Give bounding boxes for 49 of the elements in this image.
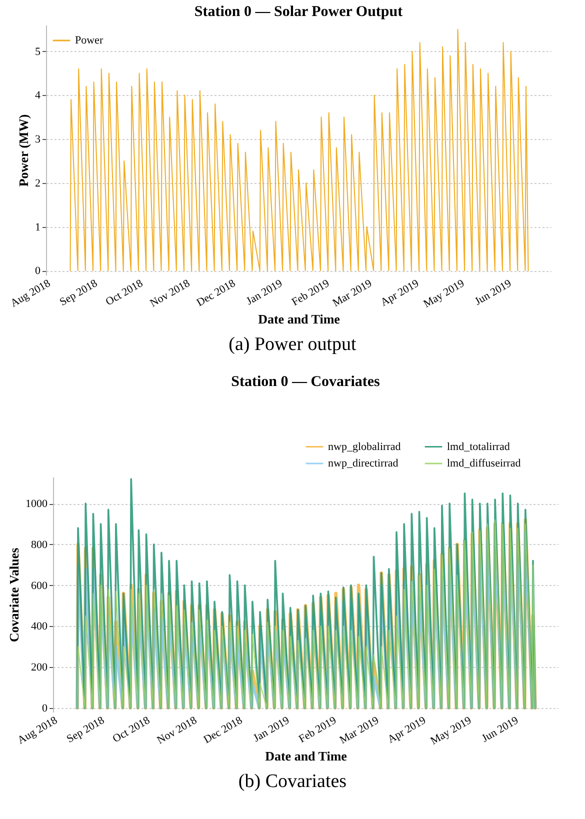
line-series [70, 28, 529, 272]
x-tick-label: Nov 2018 [155, 714, 200, 747]
x-tick-label: Feb 2019 [290, 277, 332, 309]
y-tick-label: 0 [35, 265, 41, 278]
y-tick-label: 1000 [26, 498, 48, 510]
x-tick-label: Jan 2019 [244, 277, 285, 308]
x-axis-title: Date and Time [265, 748, 348, 764]
y-tick-label: 5 [35, 46, 41, 58]
x-tick-label: Dec 2018 [194, 277, 238, 310]
x-tick-label: Dec 2018 [202, 714, 245, 746]
x-tick-label: Oct 2018 [104, 277, 146, 308]
x-tick-label: May 2019 [422, 277, 467, 310]
y-tick-label: 800 [31, 538, 48, 551]
x-tick-label: Sep 2018 [64, 714, 107, 746]
y-tick-label: 200 [31, 662, 48, 674]
y-tick-label: 4 [35, 90, 41, 102]
legend-label: lmd_diffuseirrad [447, 458, 522, 470]
x-tick-label: Nov 2018 [148, 277, 192, 310]
y-axis-title: Covariate Values [6, 548, 22, 642]
legend-label: nwp_directirrad [328, 458, 399, 470]
x-tick-label: Oct 2018 [110, 714, 152, 746]
y-tick-label: 2 [35, 177, 40, 190]
x-tick-label: Mar 2019 [330, 277, 374, 310]
text: (b) Covariates [237, 771, 348, 793]
x-tick-label: Jun 2019 [480, 714, 521, 745]
chart-title: Station 0 — Solar Power Output [194, 4, 403, 20]
x-tick-label: Jan 2019 [251, 714, 292, 745]
y-tick-label: 0 [42, 702, 48, 714]
x-axis-title: Date and Time [258, 311, 340, 326]
text: (a) Power output [228, 334, 358, 356]
legend-label: lmd_totalirrad [447, 440, 510, 453]
x-tick-label: Jun 2019 [472, 277, 514, 308]
x-tick-label: Apr 2019 [386, 714, 428, 746]
x-tick-label: Aug 2018 [16, 714, 60, 747]
y-tick-label: 400 [31, 620, 48, 633]
y-tick-label: 600 [31, 580, 48, 592]
x-tick-label: Mar 2019 [338, 714, 382, 746]
legend-label: nwp_globalirrad [328, 440, 402, 453]
line-series [76, 478, 536, 709]
y-tick-label: 1 [35, 221, 40, 234]
x-tick-label: Feb 2019 [296, 714, 339, 746]
y-tick-label: 3 [35, 134, 41, 146]
x-tick-label: Apr 2019 [378, 277, 422, 309]
chart-title: Station 0 — Covariates [231, 374, 380, 390]
x-tick-label: Sep 2018 [58, 277, 100, 309]
x-tick-label: May 2019 [428, 714, 474, 748]
x-tick-label: Aug 2018 [8, 277, 53, 310]
legend-label: Power [75, 34, 104, 46]
y-axis-title: Power (MW) [16, 114, 31, 187]
